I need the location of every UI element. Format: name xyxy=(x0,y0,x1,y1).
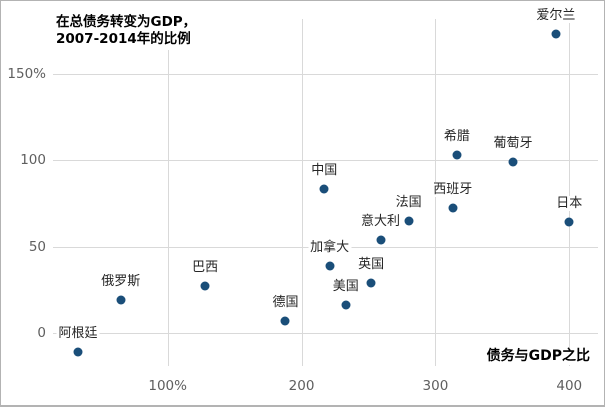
data-point xyxy=(376,235,386,245)
point-label: 德国 xyxy=(270,294,301,310)
data-point xyxy=(325,261,335,271)
point-label: 阿根廷 xyxy=(56,326,100,342)
x-gridline xyxy=(167,19,169,366)
data-point xyxy=(551,29,561,39)
point-label: 希腊 xyxy=(441,128,472,144)
y-tick-label: 100 xyxy=(20,152,46,169)
data-point xyxy=(564,217,574,227)
point-label: 法国 xyxy=(393,194,424,210)
point-label: 意大利 xyxy=(359,213,403,229)
point-label: 英国 xyxy=(356,256,387,272)
point-label: 巴西 xyxy=(190,260,221,276)
x-tick-label: 300 xyxy=(422,378,449,394)
chart-title-line1: 在总债务转变为GDP， xyxy=(56,14,197,30)
y-gridline xyxy=(53,160,598,162)
data-point xyxy=(116,295,126,305)
x-tick-label: 200 xyxy=(288,378,315,394)
data-point xyxy=(200,281,210,291)
data-point xyxy=(341,300,351,310)
y-gridline xyxy=(53,333,598,334)
point-label: 爱尔兰 xyxy=(534,7,578,23)
y-gridline xyxy=(53,73,598,75)
chart-title: 在总债务转变为GDP， 2007-2014年的比例 xyxy=(56,14,200,50)
data-point xyxy=(452,150,462,160)
data-point xyxy=(73,347,83,357)
point-label: 美国 xyxy=(330,279,361,295)
x-axis-title: 债务与GDP之比 xyxy=(485,348,591,365)
data-point xyxy=(280,316,290,326)
y-tick-label: 50 xyxy=(28,238,46,255)
chart-title-line2: 2007-2014年的比例 xyxy=(56,31,191,47)
y-tick-label: 150% xyxy=(7,65,46,82)
data-point xyxy=(404,216,414,226)
point-label: 葡萄牙 xyxy=(491,135,535,151)
point-label: 中国 xyxy=(309,163,340,179)
data-point xyxy=(366,278,376,288)
x-gridline xyxy=(301,19,303,366)
x-gridline xyxy=(569,19,571,366)
y-tick-label: 0 xyxy=(37,325,46,341)
data-point xyxy=(508,157,518,167)
point-label: 加拿大 xyxy=(308,239,352,255)
x-tick-label: 100% xyxy=(148,378,187,394)
data-point xyxy=(448,203,458,213)
x-tick-label: 400 xyxy=(556,378,583,394)
point-label: 西班牙 xyxy=(431,182,475,198)
point-label: 日本 xyxy=(554,196,585,212)
data-point xyxy=(319,184,329,194)
point-label: 俄罗斯 xyxy=(99,274,143,290)
